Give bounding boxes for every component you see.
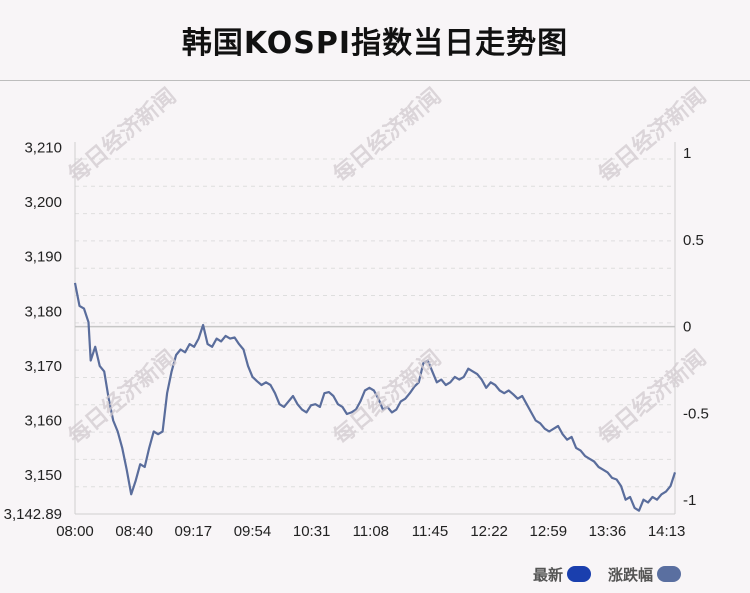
x-tick-label: 11:45: [412, 523, 448, 540]
x-tick-label: 12:22: [470, 523, 508, 540]
y-right-tick-label: 0.5: [683, 232, 704, 249]
y-right-tick-label: -0.5: [683, 405, 709, 422]
x-tick-label: 08:00: [56, 523, 94, 540]
y-left-tick-label: 3,200: [24, 194, 62, 211]
legend-label: 涨跌幅: [608, 565, 654, 584]
x-tick-label: 08:40: [115, 523, 153, 540]
series-line: [73, 282, 677, 512]
y-right-tick-label: 0: [683, 319, 691, 336]
y-right-tick-label: -1: [683, 492, 696, 509]
page-title: 韩国KOSPI指数当日走势图: [181, 26, 569, 61]
legend-swatch: [567, 566, 592, 582]
x-tick-label: 09:17: [175, 523, 213, 540]
y-right-tick-label: 1: [683, 145, 691, 162]
legend-swatch: [657, 566, 682, 582]
x-tick-label: 09:54: [234, 523, 272, 540]
y-left-tick-label: 3,180: [24, 303, 62, 320]
x-tick-label: 14:13: [648, 523, 686, 540]
y-left-tick-label: 3,150: [24, 467, 62, 484]
title-divider: [0, 80, 750, 81]
x-tick-label: 11:08: [353, 523, 389, 540]
y-left-tick-label: 3,210: [24, 139, 62, 156]
y-left-tick-label: 3,160: [24, 413, 62, 430]
legend-label: 最新: [533, 565, 564, 584]
y-left-tick-label: 3,170: [24, 358, 62, 375]
legend-item-latest[interactable]: 最新: [533, 564, 592, 584]
y-left-tick-label: 3,142.89: [4, 506, 62, 523]
x-tick-label: 10:31: [293, 523, 331, 540]
x-tick-label: 12:59: [530, 523, 568, 540]
y-left-tick-label: 3,190: [24, 249, 62, 266]
legend-item-change[interactable]: 涨跌幅: [608, 564, 682, 584]
x-tick-label: 13:36: [589, 523, 627, 540]
